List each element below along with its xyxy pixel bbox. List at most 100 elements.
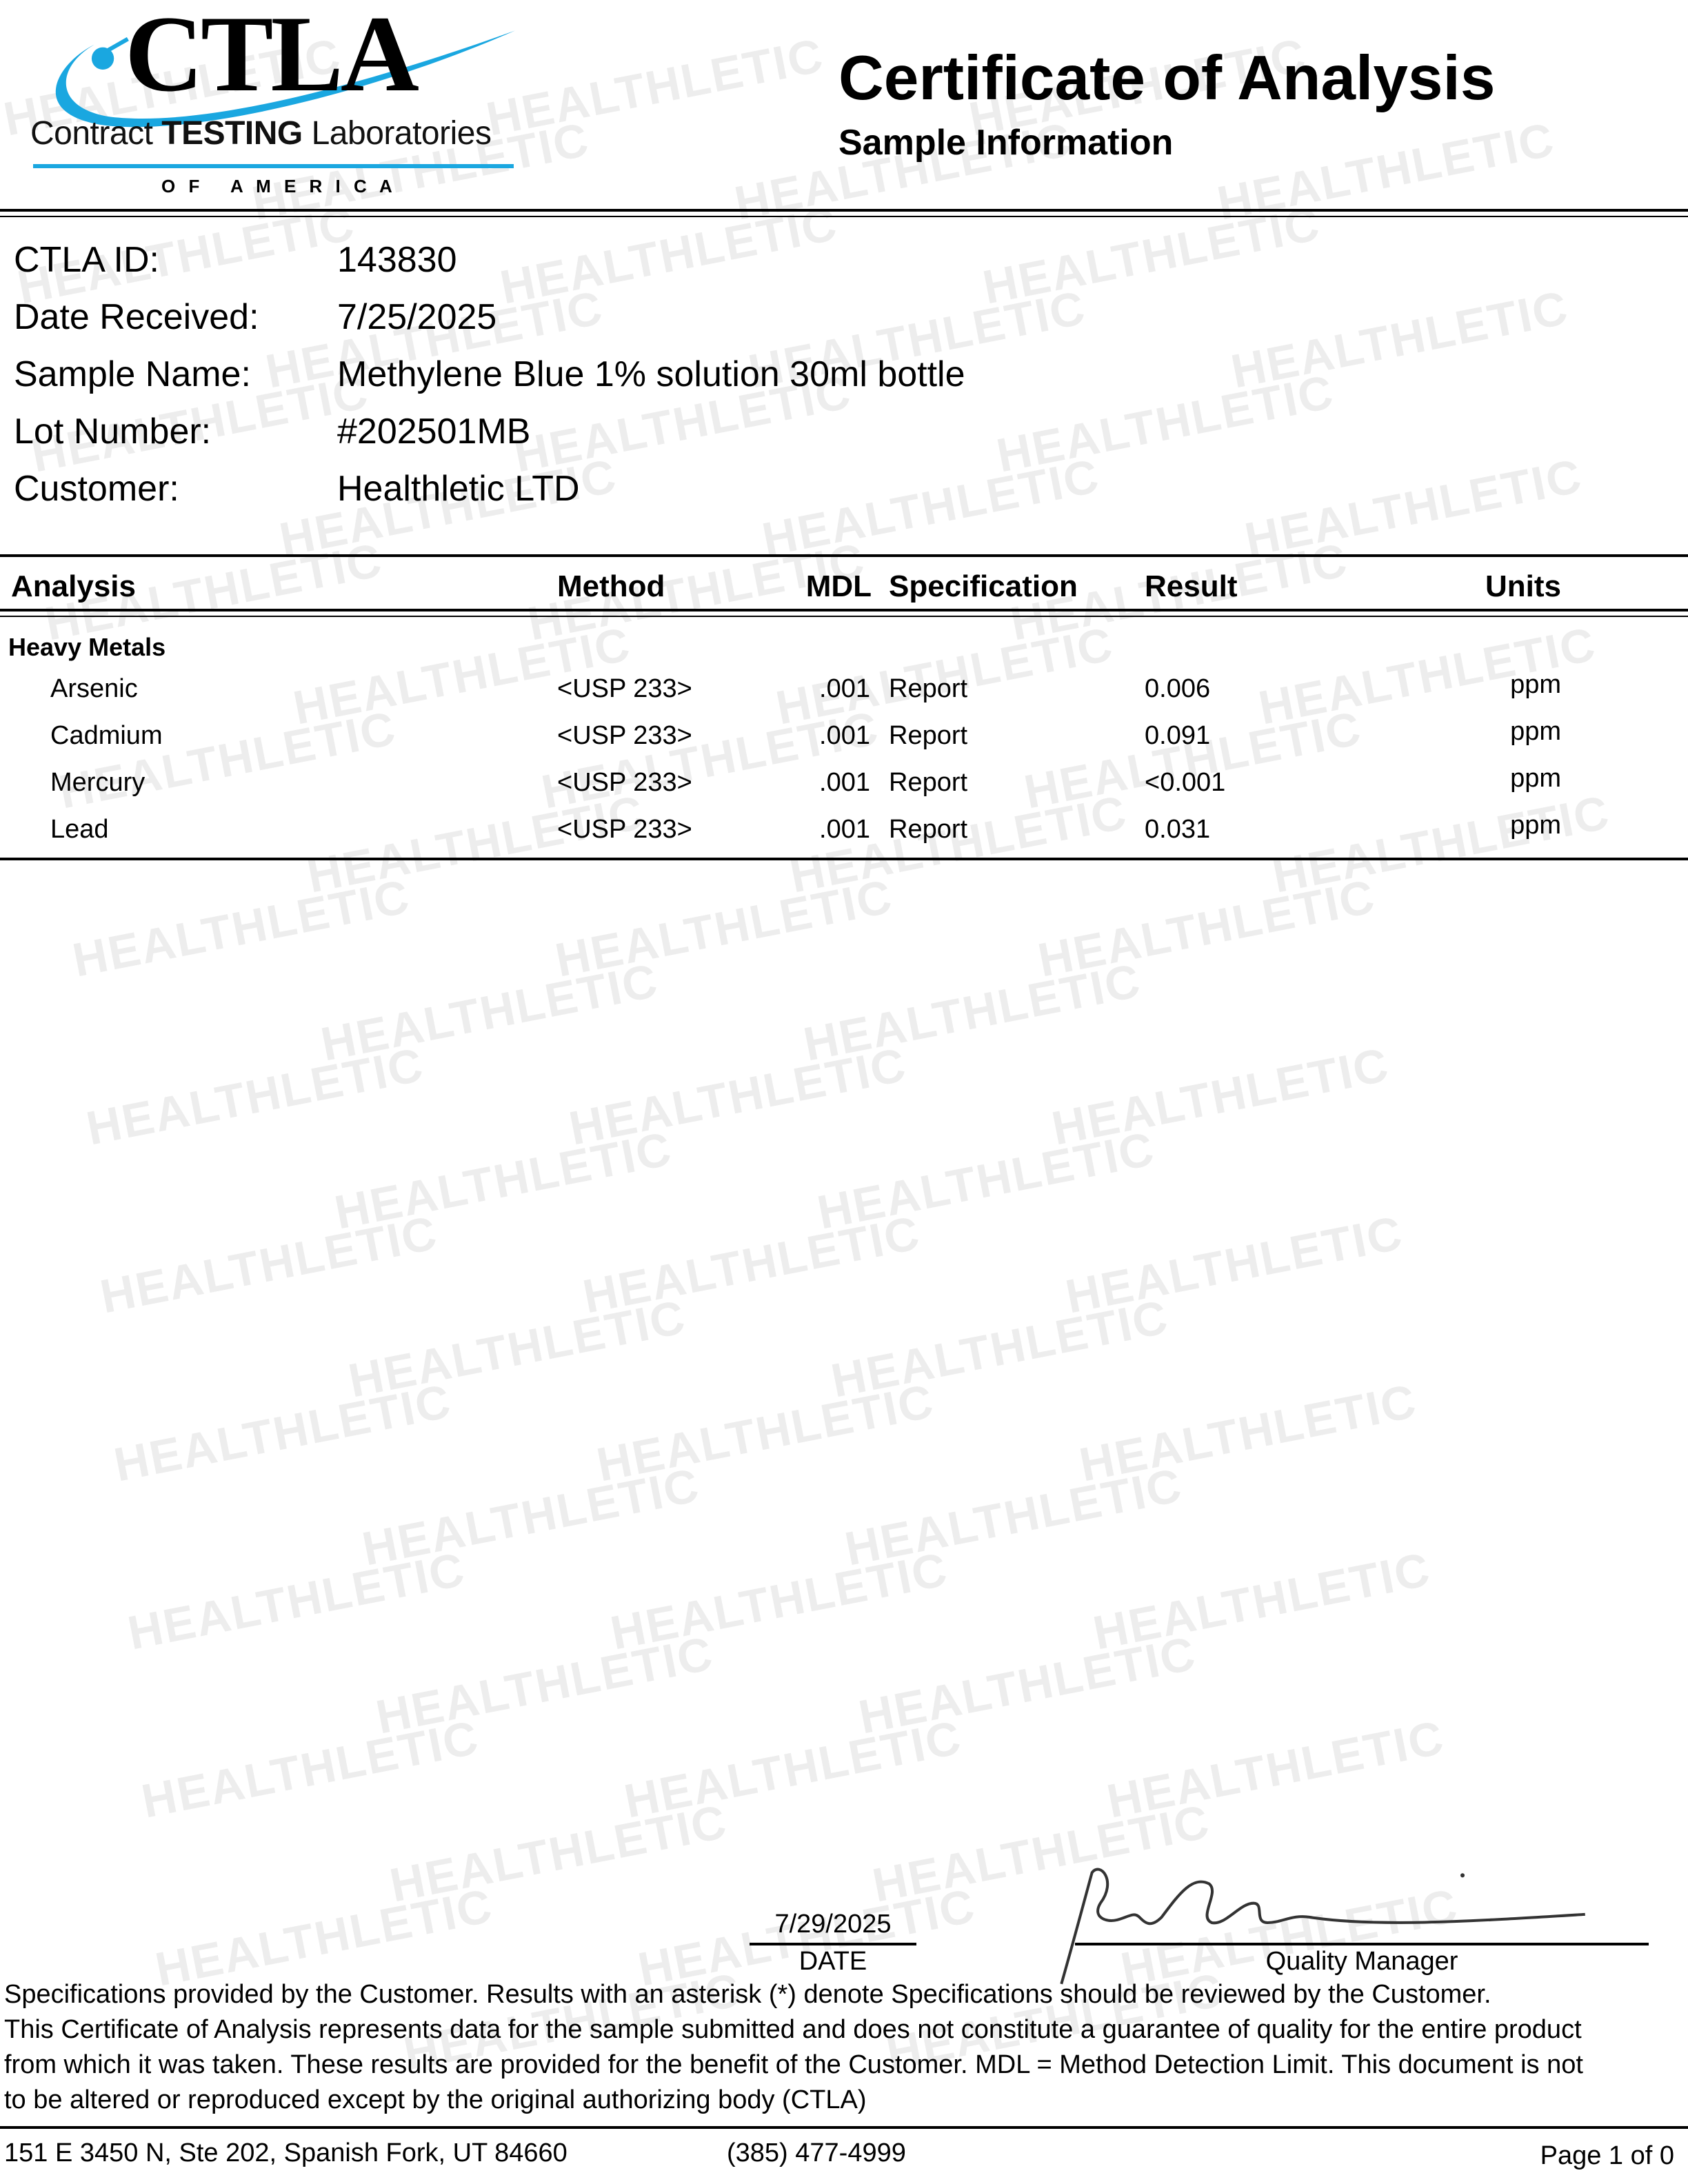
cell-mdl: .001 xyxy=(819,674,870,703)
watermark-text: HEALTHLETIC xyxy=(1089,1542,1435,1660)
header-divider xyxy=(0,209,1688,212)
cell-method: <USP 233> xyxy=(557,815,692,844)
cell-units: ppm xyxy=(1510,764,1561,793)
info-value: 7/25/2025 xyxy=(337,297,497,337)
col-analysis: Analysis xyxy=(11,569,136,603)
watermark-text: HEALTHLETIC xyxy=(565,1038,911,1155)
watermark-text: HEALTHLETIC xyxy=(1227,281,1573,398)
watermark-text: HEALTHLETIC xyxy=(344,1290,690,1408)
info-value: Healthletic LTD xyxy=(337,469,580,509)
page-title: Certificate of Analysis xyxy=(838,43,1496,113)
watermark-text: HEALTHLETIC xyxy=(579,1206,925,1324)
footer-address: 151 E 3450 N, Ste 202, Spanish Fork, UT … xyxy=(4,2138,567,2167)
watermark-text: HEALTHLETIC xyxy=(1103,1710,1449,1828)
table-bottom-divider xyxy=(0,858,1688,860)
watermark-text: HEALTHLETIC xyxy=(854,1626,1200,1744)
table-header-divider xyxy=(0,609,1688,611)
cell-method: <USP 233> xyxy=(557,674,692,703)
watermark-text: HEALTHLETIC xyxy=(620,1710,966,1828)
watermark-text: HEALTHLETIC xyxy=(813,1122,1159,1240)
col-mdl: MDL xyxy=(805,569,872,603)
cell-result: 0.006 xyxy=(1145,674,1211,703)
watermark-text: HEALTHLETIC xyxy=(68,869,414,987)
cell-units: ppm xyxy=(1510,811,1561,840)
watermark-text: HEALTHLETIC xyxy=(330,1122,676,1240)
disclaimer-line: from which it was taken. These results a… xyxy=(4,2050,1583,2079)
watermark-text: HEALTHLETIC xyxy=(1034,869,1380,987)
watermark-text: HEALTHLETIC xyxy=(372,1626,718,1744)
cell-result: 0.091 xyxy=(1145,721,1211,750)
signature-line xyxy=(1075,1943,1649,1945)
logo-rule xyxy=(33,164,514,168)
watermark-text: HEALTHLETIC xyxy=(1047,1038,1394,1155)
footer-phone: (385) 477-4999 xyxy=(727,2138,906,2167)
cell-specification: Report xyxy=(889,721,968,750)
cell-units: ppm xyxy=(1510,717,1561,746)
cell-result: <0.001 xyxy=(1145,768,1226,797)
watermark-text: HEALTHLETIC xyxy=(482,28,828,146)
logo-tagline: O F A M E R I C A xyxy=(161,176,396,196)
table-header-divider-2 xyxy=(0,616,1688,617)
info-label: CTLA ID: xyxy=(14,240,159,280)
watermark-text: HEALTHLETIC xyxy=(1061,1206,1407,1324)
watermark-text: HEALTHLETIC xyxy=(137,1710,483,1828)
signature-date: 7/29/2025 xyxy=(774,1910,892,1939)
info-label: Lot Number: xyxy=(14,412,212,452)
watermark-text: HEALTHLETIC xyxy=(551,869,897,987)
cell-analysis: Lead xyxy=(50,815,109,844)
cell-mdl: .001 xyxy=(819,815,870,844)
logo-mark: CTLA xyxy=(125,0,419,114)
cell-units: ppm xyxy=(1510,670,1561,699)
cell-method: <USP 233> xyxy=(557,721,692,750)
cell-mdl: .001 xyxy=(819,768,870,797)
watermark-text: HEALTHLETIC xyxy=(1075,1374,1421,1492)
date-label: DATE xyxy=(798,1947,867,1976)
cell-specification: Report xyxy=(889,815,968,844)
watermark-text: HEALTHLETIC xyxy=(123,1542,470,1660)
watermark-text: HEALTHLETIC xyxy=(758,449,1104,567)
watermark-text: HEALTHLETIC xyxy=(992,365,1338,483)
cell-analysis: Arsenic xyxy=(50,674,138,703)
cell-analysis: Cadmium xyxy=(50,721,163,750)
logo-swoosh-icon xyxy=(55,30,515,128)
info-value: Methylene Blue 1% solution 30ml bottle xyxy=(337,354,965,394)
watermark-text: HEALTHLETIC xyxy=(841,1458,1187,1576)
ctla-logo: CTLA Contract TESTING Laboratories O F A… xyxy=(28,0,518,206)
watermark-text: HEALTHLETIC xyxy=(592,1374,938,1492)
cell-mdl: .001 xyxy=(819,721,870,750)
watermark-text: HEALTHLETIC xyxy=(316,953,663,1071)
cell-analysis: Mercury xyxy=(50,768,145,797)
col-units: Units xyxy=(1485,569,1561,603)
col-method: Method xyxy=(557,569,665,603)
watermark-text: HEALTHLETIC xyxy=(799,953,1145,1071)
cell-specification: Report xyxy=(889,674,968,703)
cell-method: <USP 233> xyxy=(557,768,692,797)
watermark-text: HEALTHLETIC xyxy=(385,1794,732,1912)
header-divider-2 xyxy=(0,216,1688,217)
watermark-text: HEALTHLETIC xyxy=(96,1206,442,1324)
watermark-text: HEALTHLETIC xyxy=(110,1374,456,1492)
disclaimer-line: to be altered or reproduced except by th… xyxy=(4,2085,867,2114)
watermark-text: HEALTHLETIC xyxy=(358,1458,704,1576)
watermark-text: HEALTHLETIC xyxy=(151,1879,497,1996)
date-line xyxy=(750,1943,916,1945)
disclaimer-line: Specifications provided by the Customer.… xyxy=(4,1980,1491,2009)
disclaimer-line: This Certificate of Analysis represents … xyxy=(4,2015,1582,2044)
info-label: Customer: xyxy=(14,469,179,509)
cell-specification: Report xyxy=(889,768,968,797)
col-specification: Specification xyxy=(889,569,1078,603)
watermark-text: HEALTHLETIC xyxy=(82,1038,428,1155)
info-label: Date Received: xyxy=(14,297,259,337)
col-result: Result xyxy=(1145,569,1238,603)
watermark-text: HEALTHLETIC xyxy=(606,1542,952,1660)
signer-label: Quality Manager xyxy=(1265,1947,1458,1976)
watermark-text: HEALTHLETIC xyxy=(1240,449,1587,567)
signature-image xyxy=(1060,1868,1585,1985)
footer-divider xyxy=(0,2126,1688,2129)
page-subtitle: Sample Information xyxy=(838,123,1174,163)
logo-name: Contract TESTING Laboratories xyxy=(30,115,492,152)
info-value: #202501MB xyxy=(337,412,531,452)
page-number: Page 1 of 0 xyxy=(1540,2141,1674,2170)
watermark-text: HEALTHLETIC xyxy=(1268,785,1614,903)
